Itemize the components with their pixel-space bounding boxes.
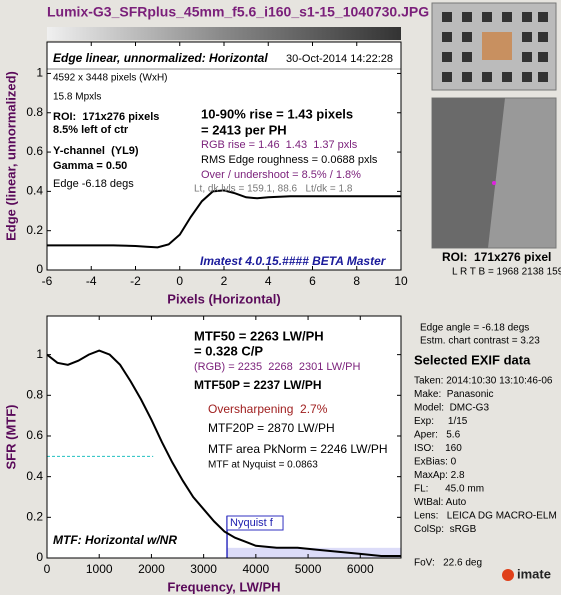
y-tick-label: 0.2 [26, 509, 43, 523]
date: 30-Oct-2014 14:22:28 [286, 53, 393, 65]
roi-dark-side [432, 98, 505, 248]
annotation: Oversharpening 2.7% [208, 402, 328, 416]
data-line [47, 189, 401, 249]
x-tick-label: 5000 [295, 562, 322, 576]
annotation: ROI: 171x276 pixels [53, 111, 159, 123]
x-tick-label: 0 [44, 562, 51, 576]
x-tick-label: -2 [130, 274, 141, 288]
exif-line: Taken: 2014:10:30 13:10:46-06 [414, 376, 553, 387]
exif-line: ExBias: 0 [414, 457, 457, 468]
y-tick-label: 0.4 [26, 469, 43, 483]
nyquist-label: Nyquist f [230, 517, 274, 529]
x-tick-label: 8 [353, 274, 360, 288]
y-tick-label: 0 [36, 262, 43, 276]
exif-line: Exp: 1/15 [414, 416, 468, 427]
exif-line: Aper: 5.6 [414, 430, 461, 441]
annotation: 10-90% rise = 1.43 pixels [201, 106, 353, 121]
exif-list: Taken: 2014:10:30 13:10:46-06 Make: Panas… [414, 376, 557, 536]
y-tick-label: 0.8 [26, 105, 43, 119]
chart-contrast: Estm. chart contrast = 3.23 [420, 336, 540, 347]
x-tick-label: 4000 [242, 562, 269, 576]
fov: FoV: 22.6 deg [414, 558, 482, 569]
y-axis-label: Edge (linear, unnormalized) [3, 71, 18, 241]
exif-line: Lens: LEICA DG MACRO-ELM [414, 511, 557, 522]
exif-line: Model: DMC-G3 [414, 403, 489, 414]
mtf-annotations: MTF50 = 2263 LW/PH = 0.328 C/P (RGB) = 2… [53, 328, 388, 547]
exif-line: MaxAp: 2.8 [414, 470, 465, 481]
y-tick-label: 0.2 [26, 223, 43, 237]
annotation: MTF50 = 2263 LW/PH [194, 328, 324, 343]
annotation: MTF20P = 2870 LW/PH [208, 421, 335, 435]
annotation: = 2413 per PH [201, 122, 287, 137]
plot-frame [46, 315, 402, 559]
exif-line: ISO: 160 [414, 443, 462, 454]
roi-bounds: L R T B = 1968 2138 1591 [452, 267, 561, 278]
edge-angle: Edge angle = -6.18 degs [420, 323, 529, 334]
logo: imate [517, 566, 551, 581]
x-tick-label: 10 [394, 274, 408, 288]
annotation: 4592 x 3448 pixels (WxH) [53, 73, 168, 84]
y-tick-label: 0.8 [26, 387, 43, 401]
y-axis-label: SFR (MTF) [3, 405, 18, 470]
y-tick-label: 0.4 [26, 184, 43, 198]
roi-label: ROI: 171x276 pixel [442, 250, 551, 264]
thumbnail-pattern [442, 12, 548, 82]
annotation: 15.8 Mpxls [53, 92, 101, 103]
version: Imatest 4.0.15.#### BETA Master [200, 254, 387, 268]
x-tick-label: 6000 [347, 562, 374, 576]
plot-area [47, 316, 401, 558]
window-title: Lumix-G3_SFRplus_45mm_f5.6_i160_s1-15_10… [47, 4, 429, 20]
annotation: 8.5% left of ctr [53, 124, 129, 136]
plot-area [47, 42, 401, 270]
x-tick-label: 6 [309, 274, 316, 288]
annotation: Y-channel (YL9) [53, 145, 139, 157]
x-tick-label: -4 [86, 274, 97, 288]
gray-bar [47, 27, 401, 40]
annotation: Lt, dk lvls = 159.1, 88.6 Lt/dk = 1.8 [194, 184, 353, 195]
annotation: MTF50P = 2237 LW/PH [194, 378, 322, 392]
annotation: Over / undershoot = 8.5% / 1.8% [201, 169, 361, 181]
x-tick-label: 2000 [138, 562, 165, 576]
exif-line: FL: 45.0 mm [414, 484, 484, 495]
annotation: RGB rise = 1.46 1.43 1.37 pxls [201, 139, 358, 151]
x-tick-label: -6 [42, 274, 53, 288]
data-line [46, 349, 401, 557]
annotation: RMS Edge roughness = 0.0688 pxls [201, 154, 378, 166]
x-tick-label: 1000 [86, 562, 113, 576]
x-tick-label: 2 [221, 274, 228, 288]
y-tick-label: 0.6 [26, 428, 43, 442]
exif-line: Make: Panasonic [414, 389, 494, 400]
edge-annotations: Edge linear, unnormalized: Horizontal 30… [53, 51, 393, 268]
logo-icon [502, 569, 514, 581]
header: Edge linear, unnormalized: Horizontal [53, 51, 268, 65]
x-tick-label: 4 [265, 274, 272, 288]
roi-marker [492, 181, 496, 185]
y-tick-label: 1 [36, 66, 43, 80]
exif-title: Selected EXIF data [414, 352, 531, 367]
annotation: = 0.328 C/P [194, 343, 263, 358]
y-tick-label: 1 [36, 347, 43, 361]
exif-line: ColSp: sRGB [414, 524, 477, 535]
exif-line: WtBal: Auto [414, 497, 467, 508]
nyquist-region [227, 547, 401, 558]
annotation: (RGB) = 2235 2268 2301 LW/PH [194, 361, 360, 373]
x-axis-label: Pixels (Horizontal) [167, 291, 280, 306]
y-tick-label: 0.6 [26, 144, 43, 158]
y-tick-label: 0 [36, 550, 43, 564]
x-axis-label: Frequency, LW/PH [167, 579, 280, 594]
chart: 0 0.2 0.4 0.6 0.8 1 -6 -4 -2 0 2 4 6 8 10 Pixels (Horiz… [3, 41, 408, 306]
chart: Nyquist f 0 0.2 0.4 0.6 0.8 1 0 1000 2000 3000 4000… [3, 315, 402, 594]
annotation: MTF area PkNorm = 2246 LW/PH [208, 442, 388, 456]
plot-frame [46, 41, 402, 271]
x-tick-label: 0 [176, 274, 183, 288]
annotation: Edge -6.18 degs [53, 178, 134, 190]
annotation: MTF at Nyquist = 0.0863 [208, 460, 318, 471]
x-tick-label: 3000 [190, 562, 217, 576]
annotation: Gamma = 0.50 [53, 160, 127, 172]
annotation: MTF: Horizontal w/NR [53, 533, 177, 547]
nyquist-label-box [226, 515, 284, 531]
